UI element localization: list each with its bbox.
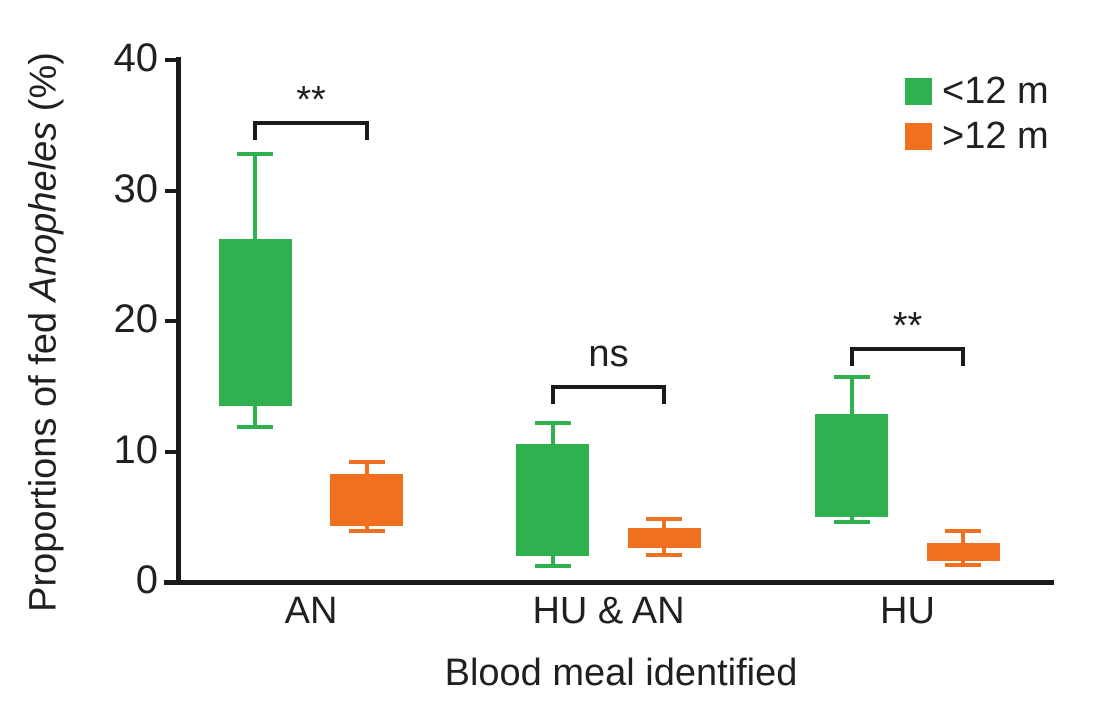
y-tick-label: 40 bbox=[113, 36, 159, 80]
y-tick bbox=[165, 319, 177, 323]
box-under12m-0 bbox=[218, 238, 292, 406]
whisker-stem-bottom bbox=[364, 525, 369, 532]
x-axis-line bbox=[164, 580, 1054, 585]
box-over12m-1 bbox=[627, 528, 701, 549]
y-tick-label: 30 bbox=[113, 166, 159, 211]
category-label: HU & AN bbox=[532, 590, 685, 632]
sig-bracket bbox=[550, 384, 667, 404]
y-tick bbox=[165, 580, 177, 584]
y-tick bbox=[165, 188, 177, 193]
whisker-cap-bottom bbox=[646, 552, 683, 557]
y-axis-line bbox=[176, 57, 181, 585]
whisker-cap-top bbox=[833, 375, 870, 380]
y-axis-label: Proportions of fed Anopheles (%) bbox=[23, 52, 66, 612]
x-axis-label: Blood meal identified bbox=[444, 652, 798, 694]
y-axis-label-italic: Anopheles bbox=[22, 121, 65, 302]
whisker-stem-top bbox=[550, 422, 555, 444]
sig-label: ** bbox=[892, 305, 923, 348]
y-tick bbox=[165, 449, 177, 454]
legend: <12 m >12 m bbox=[905, 70, 1049, 168]
whisker-stem-bottom bbox=[849, 516, 854, 522]
y-axis-label-suffix: (%) bbox=[22, 52, 65, 112]
whisker-cap-top bbox=[945, 529, 982, 534]
box-under12m-2 bbox=[815, 413, 889, 517]
sig-bracket bbox=[849, 347, 966, 367]
whisker-stem-top bbox=[849, 377, 854, 414]
whisker-cap-top bbox=[348, 459, 385, 464]
whisker-cap-top bbox=[534, 420, 571, 425]
box-under12m-1 bbox=[516, 443, 590, 556]
sig-bracket bbox=[253, 121, 369, 141]
whisker-stem-bottom bbox=[253, 405, 258, 427]
legend-label: >12 m bbox=[942, 115, 1049, 157]
sig-label: ** bbox=[296, 79, 326, 122]
whisker-stem-top bbox=[364, 461, 369, 474]
whisker-cap-top bbox=[646, 517, 683, 522]
y-axis-label-prefix: Proportions of fed bbox=[22, 311, 65, 612]
category-label: HU bbox=[880, 590, 935, 632]
whisker-cap-bottom bbox=[833, 519, 870, 524]
y-tick-label: 10 bbox=[113, 427, 159, 472]
whisker-cap-top bbox=[237, 151, 274, 156]
whisker-cap-bottom bbox=[348, 529, 385, 534]
whisker-stem-top bbox=[662, 519, 667, 529]
whisker-stem-top bbox=[253, 153, 258, 239]
y-tick-label: 20 bbox=[113, 297, 159, 341]
legend-swatch-icon bbox=[905, 78, 932, 105]
y-tick-label: 0 bbox=[135, 558, 158, 602]
legend-item-under-12m: <12 m bbox=[905, 70, 1049, 112]
whisker-stem-bottom bbox=[662, 548, 667, 555]
whisker-stem-bottom bbox=[550, 555, 555, 567]
box-over12m-0 bbox=[330, 473, 404, 526]
whisker-cap-bottom bbox=[237, 424, 274, 429]
whisker-cap-bottom bbox=[534, 564, 571, 569]
y-tick bbox=[165, 58, 177, 62]
whisker-cap-bottom bbox=[945, 563, 982, 568]
legend-swatch-icon bbox=[905, 123, 932, 150]
whisker-stem-top bbox=[961, 531, 966, 543]
sig-label: ns bbox=[588, 332, 629, 375]
legend-item-over-12m: >12 m bbox=[905, 115, 1049, 157]
category-label: AN bbox=[284, 590, 338, 632]
box-over12m-2 bbox=[926, 542, 1000, 562]
legend-label: <12 m bbox=[942, 70, 1049, 112]
